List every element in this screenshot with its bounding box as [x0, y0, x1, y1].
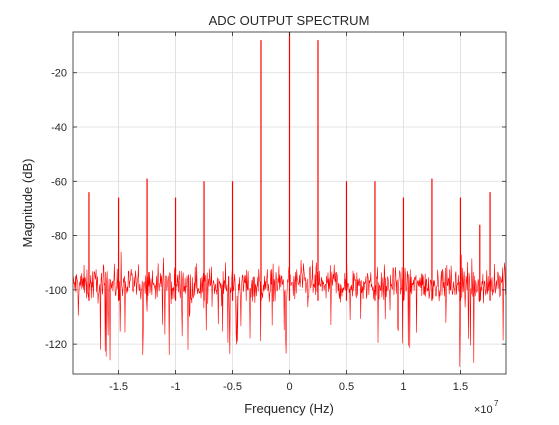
- x-tick-label: 1: [400, 381, 406, 393]
- x-tick-label: 1.5: [453, 381, 468, 393]
- x-axis-label: Frequency (Hz): [244, 401, 334, 416]
- x-tick-labels: -1.5 -1 -0.5 0 0.5 1 1.5: [109, 381, 468, 393]
- ticks: [73, 32, 506, 374]
- y-tick-label: -40: [51, 122, 67, 134]
- x-tick-label: -1: [171, 381, 181, 393]
- x-tick-label: -0.5: [223, 381, 242, 393]
- x-tick-label: 0.5: [339, 381, 354, 393]
- spur-lines: [88, 32, 491, 301]
- x-exponent-power: 7: [494, 399, 499, 408]
- y-tick-label: -80: [51, 231, 67, 243]
- x-exponent-base: ×10: [474, 404, 493, 416]
- x-tick-label: 0: [286, 381, 292, 393]
- plot-area: [73, 32, 506, 367]
- y-tick-label: -20: [51, 68, 67, 80]
- y-tick-label: -60: [51, 176, 67, 188]
- y-axis-label: Magnitude (dB): [20, 159, 35, 248]
- x-axis-exponent: ×10 7: [474, 399, 499, 416]
- chart-title: ADC OUTPUT SPECTRUM: [209, 13, 370, 28]
- y-tick-label: -100: [45, 285, 67, 297]
- y-tick-label: -120: [45, 339, 67, 351]
- x-tick-label: -1.5: [109, 381, 128, 393]
- y-tick-labels: -120 -100 -80 -60 -40 -20: [45, 68, 67, 351]
